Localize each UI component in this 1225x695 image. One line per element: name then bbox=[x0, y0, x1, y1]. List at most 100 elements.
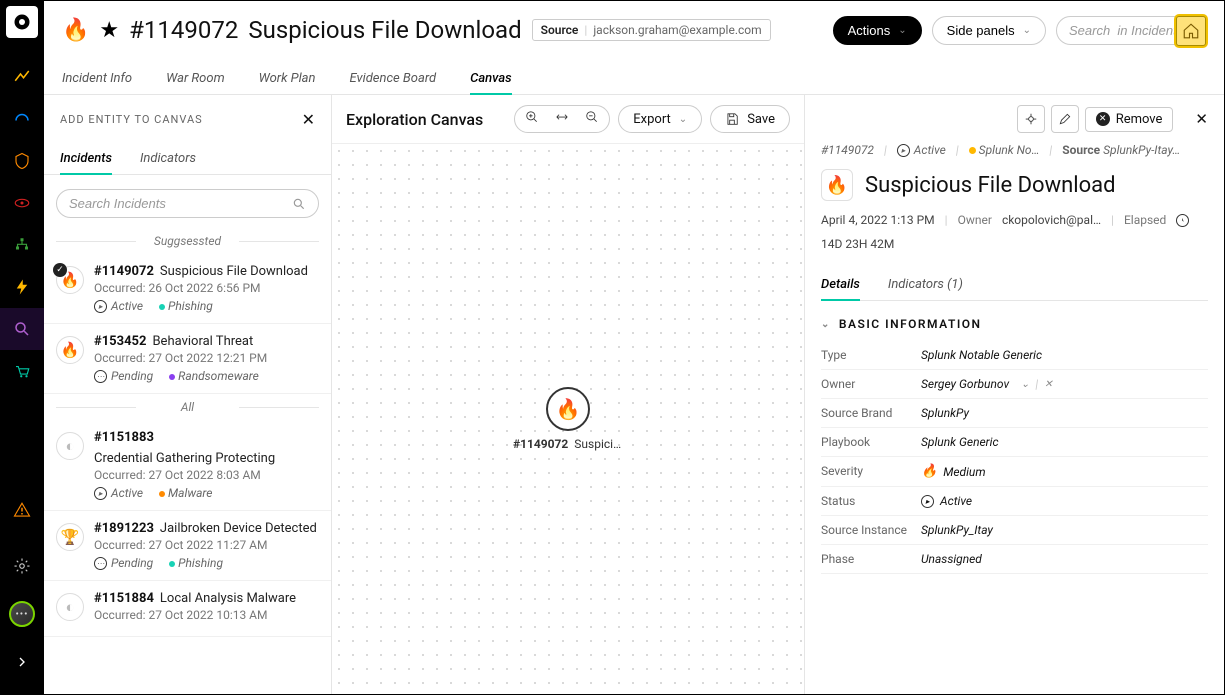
incident-item[interactable]: ◐#1151883 Credential Gathering Protectin… bbox=[44, 420, 331, 511]
rp-tab-details[interactable]: Details bbox=[821, 269, 860, 300]
home-button[interactable] bbox=[1176, 16, 1206, 46]
field-value: Splunk Generic bbox=[921, 435, 1208, 449]
basic-info-table: TypeSplunk Notable GenericOwnerSergey Go… bbox=[821, 341, 1208, 574]
status-icon: ▸ bbox=[921, 495, 934, 508]
incident-name: Local Analysis Malware bbox=[160, 591, 296, 606]
nav-item-alert-icon[interactable] bbox=[0, 489, 44, 531]
field-value: Unassigned bbox=[921, 552, 1208, 566]
field-value: SplunkPy bbox=[921, 406, 1208, 420]
field-row: Severity🔥 Medium bbox=[821, 457, 1208, 487]
incident-title: Suspicious File Download bbox=[248, 16, 521, 44]
tag-badge: Phishing bbox=[159, 299, 213, 313]
page-header: 🔥 ★ #1149072 Suspicious File Download So… bbox=[44, 1, 1224, 59]
source-chip: Source | jackson.graham@example.com bbox=[532, 19, 771, 41]
incident-occurred: Occurred: 27 Oct 2022 12:21 PM bbox=[94, 351, 319, 365]
incident-id: #1151884 bbox=[94, 591, 154, 606]
tab-incident-info[interactable]: Incident Info bbox=[62, 71, 132, 94]
field-key: Owner bbox=[821, 377, 921, 391]
target-icon[interactable] bbox=[1017, 105, 1045, 133]
section-basic-info[interactable]: ⌄ BASIC INFORMATION bbox=[821, 317, 1208, 331]
nav-rail: ••• bbox=[0, 0, 44, 695]
nav-item-search-icon[interactable] bbox=[0, 308, 44, 350]
status-icon: ▸ bbox=[897, 144, 910, 157]
clear-icon[interactable]: ✕ bbox=[1044, 379, 1052, 390]
right-panel-close-icon[interactable]: ✕ bbox=[1195, 110, 1208, 128]
field-value[interactable]: Sergey Gorbunov ⌄ | ✕ bbox=[921, 377, 1208, 391]
tab-war-room[interactable]: War Room bbox=[166, 71, 225, 94]
source-label: Source bbox=[541, 23, 579, 37]
right-panel: ✕Remove ✕ #1149072 | ▸Active | Splunk No… bbox=[804, 95, 1224, 694]
incident-search[interactable] bbox=[56, 189, 319, 218]
subtab-indicators[interactable]: Indicators bbox=[140, 143, 196, 174]
chevron-down-icon[interactable]: ⌄ bbox=[1021, 379, 1029, 390]
field-key: Source Brand bbox=[821, 406, 921, 420]
zoom-in-icon[interactable] bbox=[525, 110, 539, 128]
fit-width-icon[interactable] bbox=[553, 110, 571, 128]
rp-meta-row: #1149072 | ▸Active | Splunk No… | Source… bbox=[821, 143, 1208, 157]
canvas-node[interactable]: 🔥 #1149072 Suspiciou… bbox=[513, 387, 623, 451]
incident-occurred: Occurred: 26 Oct 2022 6:56 PM bbox=[94, 281, 319, 295]
incident-item[interactable]: ◐#1151884 Local Analysis MalwareOccurred… bbox=[44, 581, 331, 637]
tab-canvas[interactable]: Canvas bbox=[470, 71, 512, 94]
incident-id: #1149072 bbox=[94, 264, 154, 279]
incident-id: #1151883 bbox=[94, 430, 154, 445]
field-row: Source BrandSplunkPy bbox=[821, 399, 1208, 428]
edit-icon[interactable] bbox=[1051, 105, 1079, 133]
tag-badge: Malware bbox=[159, 486, 212, 500]
status-badge: ▸ Active bbox=[94, 486, 143, 500]
nav-item-tree-icon[interactable] bbox=[0, 224, 44, 266]
save-button[interactable]: Save bbox=[710, 105, 790, 133]
star-icon[interactable]: ★ bbox=[99, 18, 119, 43]
nav-item-chat-icon[interactable]: ••• bbox=[9, 601, 35, 627]
header-search-input[interactable] bbox=[1069, 23, 1175, 38]
side-panels-button[interactable]: Side panels⌄ bbox=[932, 16, 1046, 45]
rp-tab-indicators-[interactable]: Indicators (1) bbox=[888, 269, 963, 300]
app-logo[interactable] bbox=[6, 6, 38, 38]
incident-item[interactable]: 🏆#1891223 Jailbroken Device DetectedOccu… bbox=[44, 511, 331, 581]
field-value: SplunkPy_Itay bbox=[921, 523, 1208, 537]
nav-item-shield-icon[interactable] bbox=[0, 140, 44, 182]
check-icon: ✓ bbox=[53, 263, 67, 277]
field-row: PlaybookSplunk Generic bbox=[821, 428, 1208, 457]
subtab-incidents[interactable]: Incidents bbox=[60, 143, 112, 174]
left-panel-close-icon[interactable]: ✕ bbox=[302, 110, 315, 129]
incident-icon: ◐ bbox=[56, 593, 84, 621]
field-key: Status bbox=[821, 494, 921, 508]
clock-icon bbox=[1176, 214, 1189, 227]
actions-button[interactable]: Actions⌄ bbox=[833, 16, 922, 45]
left-subtabs: Incidents Indicators bbox=[44, 143, 331, 175]
field-row: Status▸ Active bbox=[821, 487, 1208, 516]
incident-icon: ◐ bbox=[56, 432, 84, 460]
incident-list: Suggsessted🔥✓#1149072 Suspicious File Do… bbox=[44, 228, 331, 694]
canvas-panel: Exploration Canvas Export⌄ Save 🔥 #11490… bbox=[332, 95, 804, 694]
incident-item[interactable]: 🔥✓#1149072 Suspicious File DownloadOccur… bbox=[44, 254, 331, 324]
remove-button[interactable]: ✕Remove bbox=[1085, 107, 1174, 132]
zoom-controls bbox=[514, 105, 610, 133]
tab-evidence-board[interactable]: Evidence Board bbox=[350, 71, 437, 94]
tab-work-plan[interactable]: Work Plan bbox=[259, 71, 316, 94]
nav-item-cart-icon[interactable] bbox=[0, 350, 44, 392]
export-button[interactable]: Export⌄ bbox=[618, 105, 702, 133]
incident-name: Jailbroken Device Detected bbox=[160, 521, 317, 536]
incident-search-input[interactable] bbox=[69, 196, 286, 211]
rp-tabs: Details Indicators (1) bbox=[821, 269, 1208, 301]
nav-item-bolt-icon[interactable] bbox=[0, 266, 44, 308]
field-row: PhaseUnassigned bbox=[821, 545, 1208, 574]
incident-occurred: Occurred: 27 Oct 2022 11:27 AM bbox=[94, 538, 319, 552]
nav-expand-icon[interactable] bbox=[0, 641, 44, 683]
canvas-area[interactable]: 🔥 #1149072 Suspiciou… bbox=[332, 143, 804, 694]
chevron-down-icon: ⌄ bbox=[821, 319, 831, 330]
main-tabs: Incident Info War Room Work Plan Evidence B… bbox=[44, 59, 1224, 95]
section-label: Suggsessted bbox=[44, 234, 331, 248]
canvas-title: Exploration Canvas bbox=[346, 110, 483, 129]
field-key: Playbook bbox=[821, 435, 921, 449]
zoom-out-icon[interactable] bbox=[585, 110, 599, 128]
nav-item-eye-icon[interactable] bbox=[0, 182, 44, 224]
source-value: jackson.graham@example.com bbox=[593, 23, 761, 37]
nav-item-2-icon[interactable] bbox=[0, 98, 44, 140]
incident-item[interactable]: 🔥#153452 Behavioral ThreatOccurred: 27 O… bbox=[44, 324, 331, 394]
nav-item-settings-icon[interactable] bbox=[0, 545, 44, 587]
field-value: 🔥 Medium bbox=[921, 464, 1208, 479]
nav-item-1-icon[interactable] bbox=[0, 56, 44, 98]
rp-id: #1149072 bbox=[821, 143, 874, 157]
